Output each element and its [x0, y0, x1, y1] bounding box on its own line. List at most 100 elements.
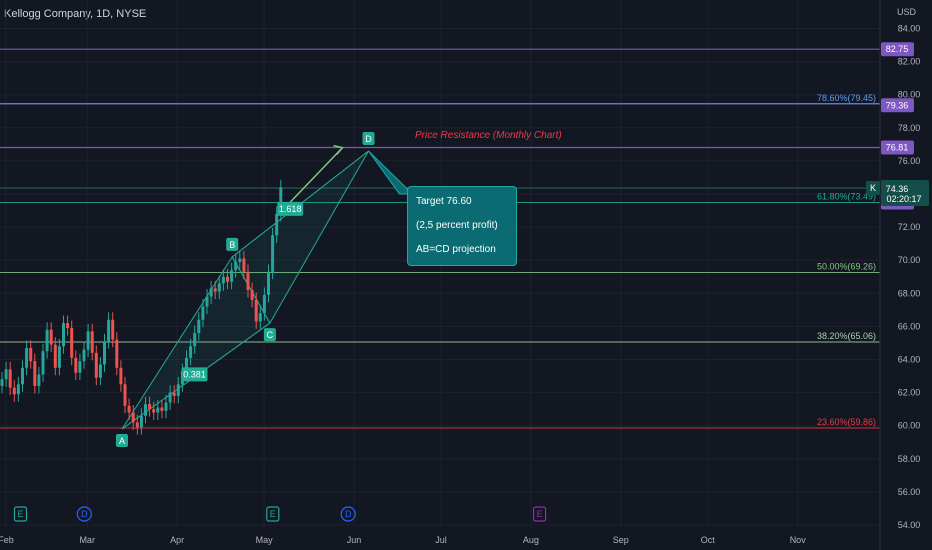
candle-body	[103, 341, 106, 365]
candle-body	[90, 331, 94, 353]
point-c-badge	[263, 328, 276, 342]
current-price-tag	[881, 180, 929, 207]
x-tick-label: Jun	[347, 535, 362, 545]
candle-body	[242, 258, 246, 272]
candle-body	[29, 347, 33, 362]
candle-body	[193, 333, 197, 347]
fib-level-label: 38.20%(65.06)	[817, 331, 876, 341]
price-tag	[881, 98, 914, 113]
ratio-badge	[181, 367, 208, 382]
x-tick-label: May	[256, 535, 274, 545]
candle-body	[267, 271, 270, 295]
fib-level-label: 50.00%(69.26)	[817, 261, 876, 271]
candle-body	[74, 357, 78, 373]
x-tick-label: Sep	[613, 535, 629, 545]
ratio-label: 1.618	[279, 204, 302, 214]
candle-body	[148, 404, 152, 410]
candle-body	[164, 402, 168, 411]
x-tick-label: Jul	[435, 535, 447, 545]
candle-body	[16, 384, 20, 395]
dividend-marker	[340, 506, 356, 522]
point-b-label: B	[229, 240, 235, 250]
candle-body	[217, 283, 221, 292]
y-tick-label: 80.00	[898, 90, 921, 100]
y-tick-label: 70.00	[898, 255, 921, 265]
event-marker-label: D	[81, 509, 88, 519]
y-tick-label: 64.00	[898, 355, 921, 365]
y-tick-label: 72.00	[898, 222, 921, 232]
candle-body	[45, 329, 49, 352]
candle-body	[135, 422, 139, 428]
candle-body	[213, 288, 217, 292]
candle-body	[176, 384, 180, 396]
x-tick-label: Aug	[523, 535, 539, 545]
candle-body	[111, 319, 115, 340]
candle-body	[201, 306, 205, 320]
candle-body	[21, 367, 24, 385]
candle-body	[98, 364, 102, 378]
x-tick-label: Oct	[701, 535, 716, 545]
x-tick-label: Nov	[790, 535, 807, 545]
candle-body	[57, 346, 61, 368]
candle-body	[246, 271, 250, 290]
candle-body	[127, 405, 131, 413]
annotation-pointer	[368, 150, 414, 195]
candle-body	[8, 369, 12, 388]
fib-level-label: 23.60%(59.86)	[817, 417, 876, 427]
candle-body	[107, 319, 111, 342]
current-price-label: 74.36	[886, 184, 909, 194]
y-tick-label: 60.00	[898, 421, 921, 431]
candle-body	[209, 288, 213, 297]
candle-body	[238, 258, 242, 262]
candle-body	[275, 213, 279, 236]
candle-body	[271, 235, 275, 272]
candle-body	[0, 379, 4, 386]
candle-body	[62, 323, 65, 347]
price-tag-label: 82.75	[886, 44, 909, 54]
symbol-label: K	[870, 183, 876, 193]
candle-body	[12, 387, 16, 395]
candle-body	[205, 296, 209, 307]
fib-level-label: 61.80%(73.49)	[817, 191, 876, 201]
y-tick-label: 76.00	[898, 156, 921, 166]
candle-body	[94, 352, 98, 378]
candle-body	[82, 349, 86, 362]
candle-body	[115, 339, 119, 368]
candle-body	[70, 328, 74, 358]
candle-body	[25, 347, 29, 368]
target-annotation[interactable]: Target 76.60 (2,5 percent profit) AB=CD …	[407, 186, 517, 266]
earnings-marker	[532, 506, 547, 522]
candle-body	[279, 187, 283, 214]
candle-body	[254, 299, 258, 322]
countdown-label: 02:20:17	[886, 194, 921, 204]
x-tick-label: Apr	[170, 535, 184, 545]
candle-body	[139, 415, 143, 428]
projection-arrow	[286, 147, 344, 207]
chart-title: Kellogg Company, 1D, NYSE	[4, 8, 147, 20]
candle-body	[262, 294, 266, 314]
candle-body	[234, 261, 238, 271]
point-a-label: A	[119, 436, 125, 446]
point-a-badge	[116, 434, 128, 448]
arrow-head	[333, 144, 344, 156]
annotation-line-3: AB=CD projection	[416, 244, 496, 255]
price-tag-label: 76.81	[886, 142, 909, 152]
y-tick-label: 68.00	[898, 288, 921, 298]
candle-body	[119, 367, 123, 385]
candle-body	[226, 276, 229, 282]
candle-body	[172, 392, 176, 396]
y-tick-label: 66.00	[898, 321, 921, 331]
price-tag-label: 79.36	[886, 100, 909, 110]
point-d-label: D	[365, 134, 372, 144]
price-tag	[881, 140, 914, 155]
x-tick-label: Feb	[0, 535, 14, 545]
candle-body	[250, 289, 254, 300]
ratio-label: 0.381	[183, 369, 206, 379]
event-marker-label: D	[345, 509, 352, 519]
candle-body	[131, 412, 135, 423]
ratio-badge	[277, 201, 304, 216]
dividend-marker	[76, 506, 92, 522]
candle-body	[168, 392, 172, 403]
candle-body	[152, 409, 156, 413]
